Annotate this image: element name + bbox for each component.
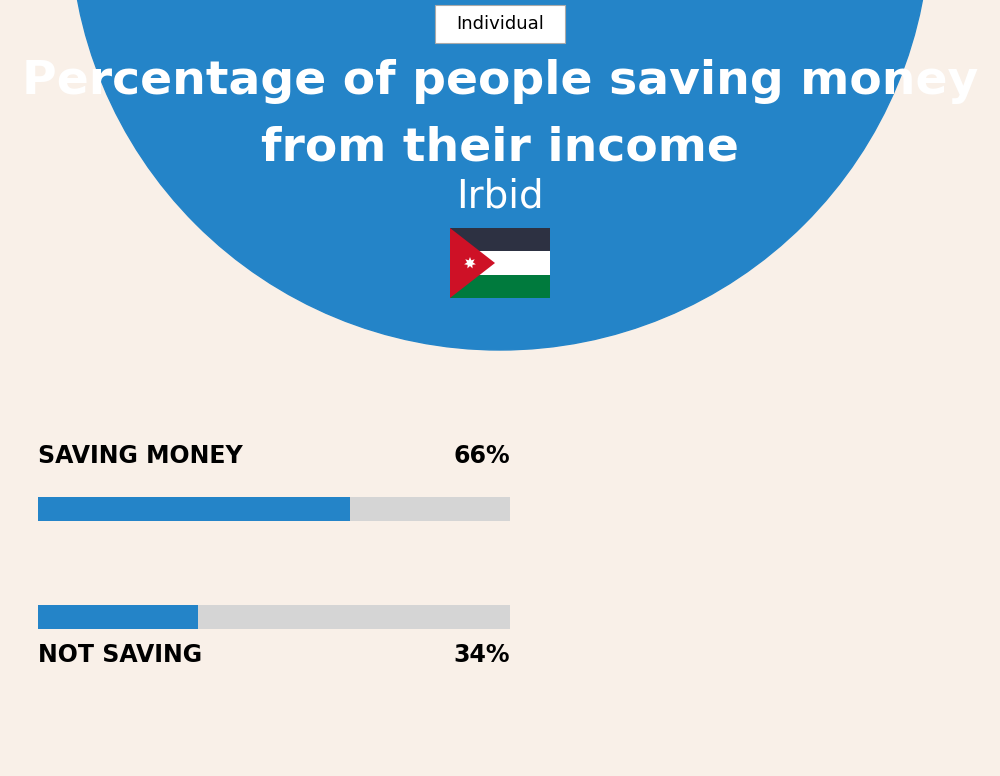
Text: Individual: Individual — [456, 15, 544, 33]
Bar — [38, 605, 510, 629]
Text: Irbid: Irbid — [456, 178, 544, 216]
Polygon shape — [450, 228, 495, 298]
Text: from their income: from their income — [261, 126, 739, 171]
Polygon shape — [464, 257, 476, 268]
Text: 66%: 66% — [453, 444, 510, 468]
Bar — [450, 275, 550, 298]
Bar — [38, 497, 350, 521]
Text: 34%: 34% — [454, 643, 510, 667]
Circle shape — [70, 0, 930, 350]
Bar — [450, 251, 550, 275]
Bar — [38, 497, 510, 521]
Bar — [450, 228, 550, 251]
Text: SAVING MONEY: SAVING MONEY — [38, 444, 243, 468]
Text: NOT SAVING: NOT SAVING — [38, 643, 202, 667]
FancyBboxPatch shape — [435, 5, 565, 43]
Bar — [38, 605, 198, 629]
Text: Percentage of people saving money: Percentage of people saving money — [22, 60, 978, 105]
